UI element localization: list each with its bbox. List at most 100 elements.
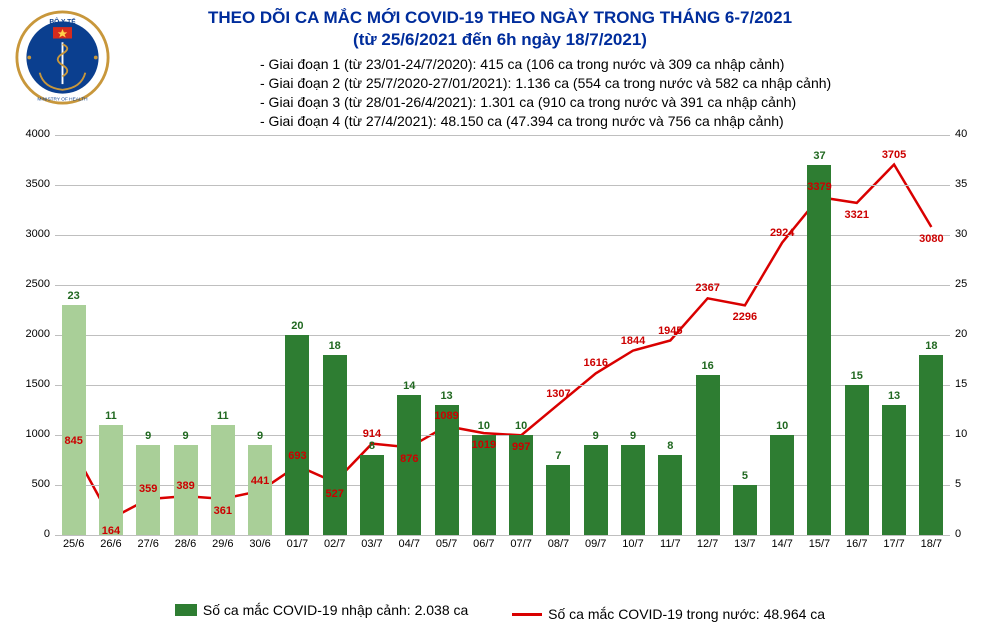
legend-bar-label: Số ca mắc COVID-19 nhập cảnh: 2.038 ca <box>203 602 468 618</box>
bar <box>845 385 869 535</box>
x-tick-label: 11/7 <box>651 538 689 550</box>
line-value-label: 359 <box>128 483 168 495</box>
line-value-label: 3321 <box>837 209 877 221</box>
bar <box>882 405 906 535</box>
x-tick-label: 07/7 <box>502 538 540 550</box>
grid-line <box>55 135 950 136</box>
y-left-tick-label: 3500 <box>10 178 50 190</box>
giai-doan-4: - Giai đoạn 4 (từ 27/4/2021): 48.150 ca … <box>260 112 831 131</box>
bar <box>211 425 235 535</box>
bar-value-label: 11 <box>91 410 131 422</box>
bar-value-label: 9 <box>128 430 168 442</box>
line-value-label: 3080 <box>911 233 951 245</box>
bar <box>546 465 570 535</box>
chart-area: 0500100015002000250030003500400005101520… <box>55 135 950 565</box>
x-tick-label: 18/7 <box>912 538 950 550</box>
bar-value-label: 9 <box>240 430 280 442</box>
chart-title-line1: THEO DÕI CA MẮC MỚI COVID-19 THEO NGÀY T… <box>0 8 1000 28</box>
bar <box>323 355 347 535</box>
y-right-tick-label: 35 <box>955 178 985 190</box>
chart-container: BỘ Y TẾ MINISTRY OF HEALTH THEO DÕI CA M… <box>0 0 1000 627</box>
giai-doan-2: - Giai đoạn 2 (từ 25/7/2020-27/01/2021):… <box>260 74 831 93</box>
y-right-tick-label: 0 <box>955 528 985 540</box>
y-left-tick-label: 3000 <box>10 228 50 240</box>
x-tick-label: 17/7 <box>875 538 913 550</box>
x-tick-label: 10/7 <box>614 538 652 550</box>
y-right-tick-label: 40 <box>955 128 985 140</box>
line-series <box>74 165 932 519</box>
bar-value-label: 18 <box>911 340 951 352</box>
y-left-tick-label: 2500 <box>10 278 50 290</box>
y-left-tick-label: 1500 <box>10 378 50 390</box>
x-tick-label: 06/7 <box>465 538 503 550</box>
bar-value-label: 7 <box>538 450 578 462</box>
x-tick-label: 14/7 <box>763 538 801 550</box>
bar-value-label: 8 <box>352 440 392 452</box>
bar <box>658 455 682 535</box>
line-value-label: 876 <box>389 453 429 465</box>
y-left-tick-label: 4000 <box>10 128 50 140</box>
x-tick-label: 15/7 <box>800 538 838 550</box>
bar-value-label: 13 <box>427 390 467 402</box>
bar <box>435 405 459 535</box>
bar-value-label: 23 <box>54 290 94 302</box>
y-right-tick-label: 5 <box>955 478 985 490</box>
legend: Số ca mắc COVID-19 nhập cảnh: 2.038 ca S… <box>0 602 1000 623</box>
x-tick-label: 26/6 <box>92 538 130 550</box>
x-tick-label: 04/7 <box>390 538 428 550</box>
bar-value-label: 9 <box>166 430 206 442</box>
grid-line <box>55 535 950 536</box>
y-right-tick-label: 20 <box>955 328 985 340</box>
y-left-tick-label: 0 <box>10 528 50 540</box>
y-right-tick-label: 10 <box>955 428 985 440</box>
x-tick-label: 29/6 <box>204 538 242 550</box>
x-tick-label: 08/7 <box>539 538 577 550</box>
bar <box>621 445 645 535</box>
chart-title-line2: (từ 25/6/2021 đến 6h ngày 18/7/2021) <box>0 30 1000 50</box>
bar <box>285 335 309 535</box>
x-tick-label: 28/6 <box>167 538 205 550</box>
bar-value-label: 11 <box>203 410 243 422</box>
bar-value-label: 20 <box>277 320 317 332</box>
x-tick-label: 12/7 <box>689 538 727 550</box>
bar <box>584 445 608 535</box>
y-right-tick-label: 15 <box>955 378 985 390</box>
bar-value-label: 18 <box>315 340 355 352</box>
bar-value-label: 5 <box>725 470 765 482</box>
line-value-label: 3379 <box>799 181 839 193</box>
line-value-label: 1844 <box>613 335 653 347</box>
bar-value-label: 14 <box>389 380 429 392</box>
subtitle-block: - Giai đoạn 1 (từ 23/01-24/7/2020): 415 … <box>260 55 831 131</box>
x-tick-label: 03/7 <box>353 538 391 550</box>
x-tick-label: 25/6 <box>55 538 93 550</box>
x-tick-label: 16/7 <box>838 538 876 550</box>
bar <box>807 165 831 535</box>
line-value-label: 389 <box>166 480 206 492</box>
line-value-label: 1307 <box>538 388 578 400</box>
bar-value-label: 8 <box>650 440 690 452</box>
legend-line-swatch <box>512 613 542 616</box>
y-left-tick-label: 2000 <box>10 328 50 340</box>
bar <box>733 485 757 535</box>
legend-bar-swatch <box>175 604 197 616</box>
bar <box>62 305 86 535</box>
giai-doan-3: - Giai đoạn 3 (từ 28/01-26/4/2021): 1.30… <box>260 93 831 112</box>
bar <box>360 455 384 535</box>
bar-value-label: 15 <box>837 370 877 382</box>
svg-text:MINISTRY OF HEALTH: MINISTRY OF HEALTH <box>37 96 88 102</box>
line-value-label: 997 <box>501 441 541 453</box>
bar-value-label: 10 <box>762 420 802 432</box>
legend-line-label: Số ca mắc COVID-19 trong nước: 48.964 ca <box>548 606 825 622</box>
line-value-label: 845 <box>54 435 94 447</box>
bar-value-label: 16 <box>688 360 728 372</box>
x-tick-label: 01/7 <box>278 538 316 550</box>
plot-region: 0500100015002000250030003500400005101520… <box>55 135 950 535</box>
bar <box>696 375 720 535</box>
x-tick-label: 05/7 <box>428 538 466 550</box>
line-value-label: 3705 <box>874 149 914 161</box>
line-value-label: 2367 <box>688 282 728 294</box>
bar-value-label: 10 <box>464 420 504 432</box>
line-value-label: 693 <box>277 450 317 462</box>
legend-bar-item: Số ca mắc COVID-19 nhập cảnh: 2.038 ca <box>175 602 468 618</box>
bar-value-label: 9 <box>613 430 653 442</box>
